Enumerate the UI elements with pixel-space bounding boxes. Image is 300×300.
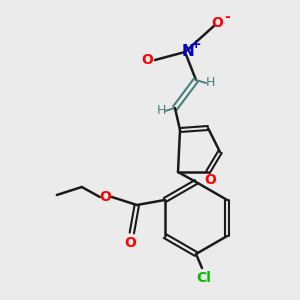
Text: O: O (124, 236, 136, 250)
Text: N: N (182, 44, 194, 59)
Text: Cl: Cl (196, 271, 211, 285)
Text: H: H (156, 103, 166, 116)
Text: O: O (204, 173, 216, 187)
Text: +: + (191, 38, 201, 50)
Text: O: O (99, 190, 111, 204)
Text: H: H (205, 76, 215, 88)
Text: O: O (211, 16, 223, 30)
Text: -: - (224, 10, 230, 24)
Text: O: O (141, 53, 153, 67)
